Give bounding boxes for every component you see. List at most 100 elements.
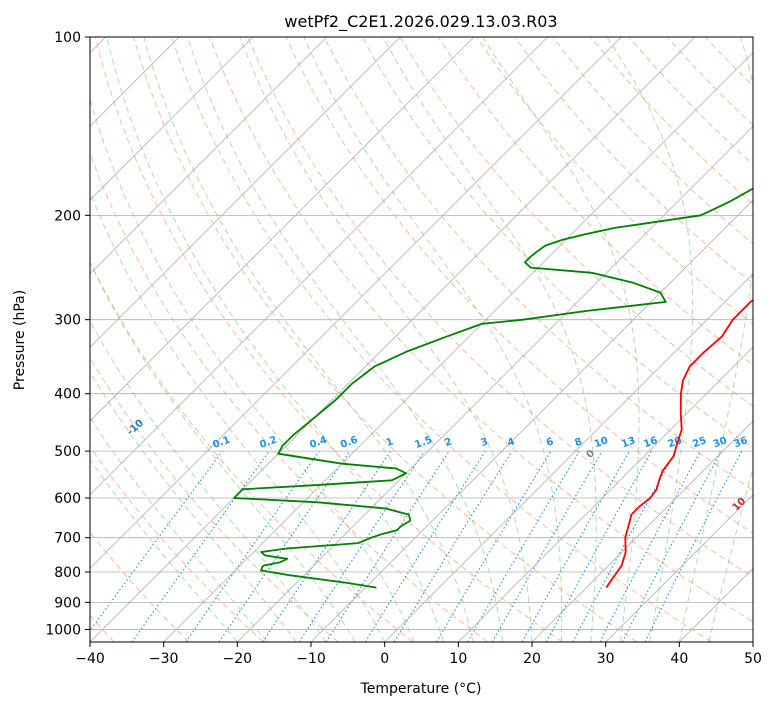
isobar-gridlines — [90, 37, 753, 630]
y-tick-label: 1000 — [45, 622, 81, 638]
mixing-ratio-line — [572, 450, 677, 642]
dry-adiabat-line — [209, 37, 753, 623]
mixing-ratio-label: 25 — [691, 435, 708, 450]
dry-adiabat-line — [90, 260, 414, 642]
mixing-ratio-label: 8 — [573, 436, 583, 449]
temperature-profile-line — [605, 299, 753, 589]
y-axis-ticks: 100 200 300 400 500 600 700 800 900 1000 — [45, 30, 90, 638]
mixing-ratio-lines — [90, 450, 743, 642]
x-tick-label: 10 — [449, 651, 467, 667]
mixing-ratio-label: 36 — [733, 435, 750, 450]
isotherm-line — [237, 125, 753, 642]
x-tick-label: 50 — [744, 651, 762, 667]
x-tick-label: −10 — [296, 651, 326, 667]
mixing-ratio-label: 3 — [479, 436, 489, 449]
isotherm-line — [310, 199, 753, 642]
moist-adiabat-line — [678, 37, 753, 642]
y-tick-label: 200 — [54, 208, 81, 224]
moist-adiabat-line — [90, 370, 297, 642]
isotherm-line — [531, 420, 753, 642]
x-tick-label: 20 — [523, 651, 541, 667]
moist-adiabat-line — [106, 37, 445, 642]
moist-adiabat-line — [187, 37, 503, 642]
isotherm-line — [90, 37, 254, 201]
dry-adiabat-line — [285, 37, 753, 535]
mixing-ratio-label: 2 — [443, 436, 453, 449]
x-tick-label: −30 — [149, 651, 179, 667]
mixing-ratio-line — [185, 450, 320, 642]
mixing-ratio-line — [262, 450, 392, 642]
y-tick-label: 300 — [54, 313, 81, 329]
mixing-ratio-line — [218, 450, 351, 642]
plot-area: 0.10.20.40.611.52346810131620253036-100-… — [90, 37, 753, 642]
moist-adiabat-line — [382, 37, 597, 642]
mixing-ratio-line — [521, 450, 630, 642]
isotherm-line — [90, 37, 475, 422]
isotherm-line — [90, 37, 696, 642]
plot-frame — [89, 36, 754, 643]
moist-adiabat-line — [143, 37, 474, 642]
x-tick-label: −20 — [223, 651, 253, 667]
isotherm-line — [384, 273, 753, 642]
dewpoint-profile-line — [233, 187, 753, 589]
isotherm-line — [90, 37, 548, 496]
moist-adiabat-line — [90, 416, 268, 642]
dry-adiabat-line — [514, 37, 753, 285]
x-axis-ticks: −40 −30 −20 −10 0 10 20 30 40 50 — [75, 642, 762, 667]
moist-adiabat-line — [90, 190, 386, 642]
mixing-ratio-label: 1 — [385, 436, 395, 449]
isotherm-line — [605, 494, 753, 642]
dry-adiabat-line — [90, 446, 264, 642]
mixing-ratio-line — [131, 450, 270, 642]
x-tick-label: 40 — [670, 651, 688, 667]
mixing-ratio-line — [644, 450, 743, 642]
mixing-ratio-label: 30 — [712, 435, 729, 450]
dry-adiabat-line — [247, 37, 753, 578]
x-tick-label: −40 — [75, 651, 105, 667]
y-tick-label: 600 — [54, 491, 81, 507]
dry-adiabat-line — [323, 37, 753, 491]
moist-adiabat-line — [90, 261, 356, 642]
mixing-ratio-line — [325, 450, 450, 642]
x-tick-label: 30 — [597, 651, 615, 667]
x-axis-label: Temperature (°C) — [360, 681, 482, 697]
y-tick-label: 700 — [54, 531, 81, 547]
dry-adiabat-line — [94, 37, 563, 642]
y-tick-label: 400 — [54, 387, 81, 403]
moist-adiabat-line — [90, 320, 327, 642]
mixing-ratio-label: 10 — [593, 435, 610, 450]
x-tick-label: 0 — [380, 651, 389, 667]
y-tick-label: 500 — [54, 444, 81, 460]
moist-adiabat-line — [482, 37, 640, 642]
moist-adiabat-line — [303, 37, 563, 642]
mixing-ratio-line — [90, 450, 223, 632]
mixing-ratio-label: 13 — [620, 435, 637, 450]
y-tick-label: 900 — [54, 595, 81, 611]
mixing-ratio-line — [298, 450, 425, 642]
isotherm-line — [163, 52, 753, 642]
moist-adiabat-line — [708, 465, 753, 642]
dry-adiabat-line — [90, 356, 339, 642]
isotherm-line — [90, 37, 327, 275]
mixing-ratio-label: 16 — [642, 435, 659, 450]
dry-adiabat-line — [476, 37, 753, 325]
mixing-ratio-label: 4 — [506, 436, 516, 449]
mixing-ratio-line — [393, 450, 513, 642]
chart-title: wetPf2_C2E1.2026.029.13.03.R03 — [284, 12, 557, 32]
moist-adiabat-line — [239, 37, 533, 642]
isotherm-line — [90, 37, 401, 348]
moist-adiabat-line — [90, 458, 238, 642]
isotherm-line — [458, 346, 753, 642]
moist-adiabat-line — [606, 37, 694, 642]
y-tick-label: 800 — [54, 565, 81, 581]
dry-adiabat-line — [171, 37, 712, 642]
y-tick-label: 100 — [54, 30, 81, 46]
sounding-profiles — [233, 187, 753, 589]
mixing-ratio-label: 6 — [545, 436, 555, 449]
y-axis-label: Pressure (hPa) — [12, 290, 28, 390]
isotherm-gridlines — [90, 37, 753, 642]
mixing-ratio-line — [545, 450, 653, 642]
dry-adiabat-line — [132, 37, 638, 642]
